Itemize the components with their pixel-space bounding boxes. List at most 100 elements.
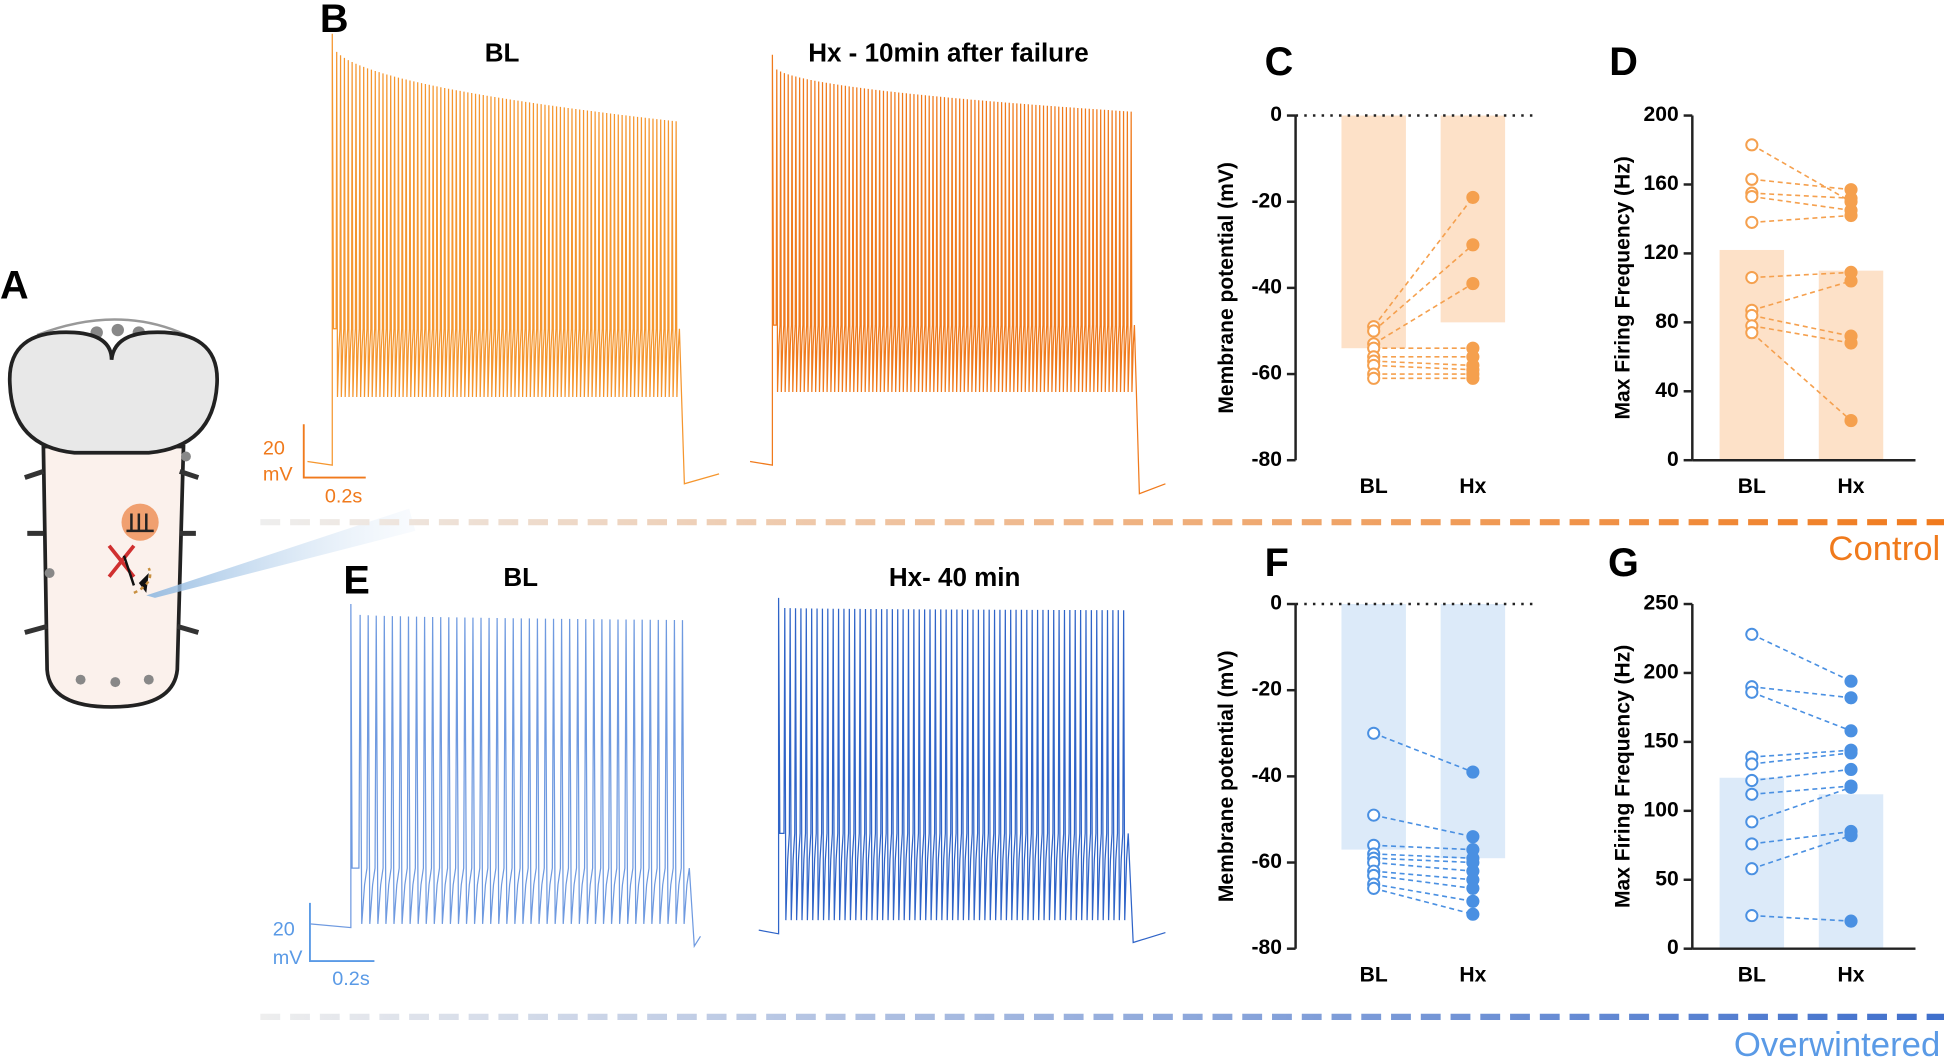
pair-line (1751, 195, 1852, 212)
point (1466, 907, 1480, 921)
scale-label: 20 (273, 918, 295, 940)
pair-line (1373, 364, 1473, 371)
point (1745, 837, 1759, 851)
scale-label: 0.2s (332, 968, 370, 990)
pair-line (1751, 834, 1852, 870)
scale-label: mV (273, 947, 304, 969)
point (1466, 190, 1480, 204)
point (1745, 270, 1759, 285)
trace-title: Hx- 40 min (889, 562, 1021, 592)
y-tick-label: -40 (1251, 764, 1281, 787)
point (1367, 371, 1381, 385)
y-tick-label: 120 (1644, 241, 1679, 264)
point (1367, 881, 1381, 895)
y-axis-label: Membrane potential (mV) (1215, 162, 1238, 414)
panel-label: G (1608, 541, 1639, 585)
point (1745, 685, 1759, 699)
point (1745, 909, 1759, 923)
y-tick-label: 200 (1644, 103, 1679, 126)
y-tick-label: 160 (1644, 172, 1679, 195)
point (1745, 172, 1759, 186)
brainstem-diagram (7, 318, 416, 709)
voltage-trace (309, 604, 702, 949)
point (1466, 894, 1480, 908)
x-tick-label: Hx (1459, 964, 1486, 987)
y-tick-label: 0 (1667, 448, 1679, 471)
x-tick-label: Hx (1838, 964, 1865, 987)
y-tick-label: 250 (1644, 592, 1679, 615)
bar (1818, 270, 1884, 461)
y-tick-label: -40 (1251, 275, 1281, 298)
point (1844, 336, 1858, 350)
point (1745, 787, 1759, 801)
panel-label: A (0, 263, 29, 307)
y-tick-label: 0 (1270, 103, 1282, 126)
y-axis-label: Membrane potential (mV) (1215, 651, 1238, 903)
y-tick-label: 0 (1667, 936, 1679, 959)
panel-label: E (343, 558, 369, 602)
panel-label: F (1265, 541, 1289, 585)
pair-line (1373, 244, 1474, 332)
bar (1440, 115, 1506, 323)
x-tick-label: Hx (1459, 475, 1486, 498)
pair-line (1751, 144, 1852, 203)
group-label: Overwintered (1734, 1026, 1940, 1063)
pair-line (1751, 685, 1852, 699)
pair-line (1751, 749, 1852, 758)
point (1466, 277, 1480, 291)
y-tick-label: -80 (1251, 448, 1281, 471)
y-tick-label: -20 (1251, 678, 1281, 701)
pair-line (1751, 214, 1852, 224)
point (1745, 773, 1759, 788)
x-tick-label: BL (1738, 964, 1766, 987)
pair-line (1751, 752, 1852, 765)
y-tick-label: 50 (1655, 867, 1678, 890)
point (1745, 757, 1759, 771)
point (1844, 724, 1858, 738)
point (1844, 414, 1858, 428)
point (1844, 829, 1858, 843)
point (1844, 780, 1858, 794)
bar (1341, 115, 1406, 349)
y-tick-label: -80 (1251, 936, 1281, 959)
point (1466, 238, 1480, 252)
pair-line (1751, 691, 1852, 732)
voltage-trace (307, 33, 720, 485)
x-tick-label: BL (1360, 475, 1388, 498)
trace-title: BL (485, 38, 520, 68)
pair-line (1373, 883, 1474, 903)
pair-line (1373, 857, 1473, 864)
y-tick-label: -20 (1251, 189, 1281, 212)
panel-label: C (1265, 40, 1294, 84)
scale-line (302, 424, 366, 479)
point (1745, 815, 1759, 829)
y-tick-label: 100 (1644, 798, 1679, 821)
point (1844, 914, 1858, 928)
point (1844, 762, 1858, 777)
x-tick-label: BL (1360, 964, 1388, 987)
y-tick-label: -60 (1251, 850, 1281, 873)
y-tick-label: 80 (1655, 310, 1678, 333)
voltage-trace (758, 597, 1166, 944)
point (1745, 138, 1759, 152)
y-tick-label: -60 (1251, 362, 1281, 385)
pair-line (1751, 332, 1852, 422)
point (1745, 627, 1759, 641)
point (1844, 208, 1858, 223)
pair-line (1373, 732, 1474, 773)
y-axis-label: Max Firing Frequency (Hz) (1612, 156, 1635, 419)
voltage-trace (749, 54, 1166, 495)
pair-line (1751, 192, 1852, 200)
scale-label: 0.2s (325, 486, 363, 508)
point (1367, 726, 1381, 740)
point (1844, 191, 1858, 205)
point (1466, 371, 1480, 385)
scale-bar: 20 mV 0.2s (263, 424, 366, 508)
pair-line (1373, 844, 1473, 851)
y-tick-label: 200 (1644, 661, 1679, 684)
pair-line (1751, 633, 1852, 682)
trace-title: BL (503, 562, 538, 592)
point (1844, 274, 1858, 288)
